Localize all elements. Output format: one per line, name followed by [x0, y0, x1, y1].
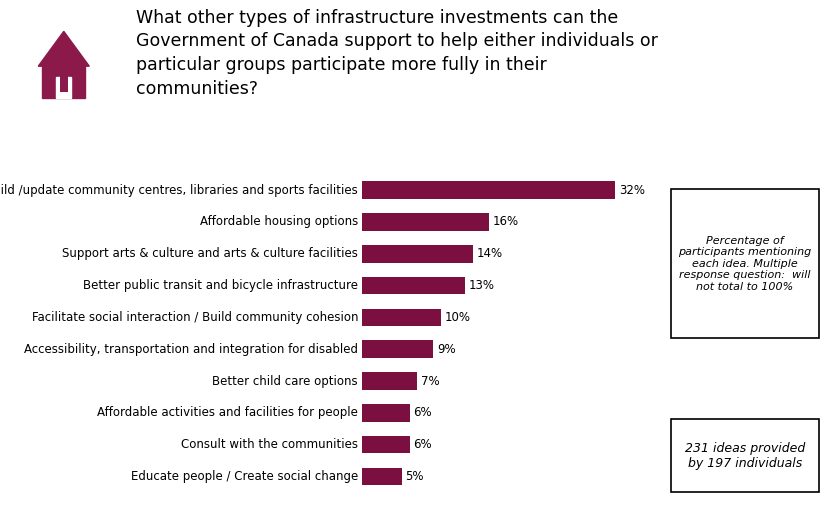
Bar: [76, 77, 82, 96]
Text: Percentage of
participants mentioning
each idea. Multiple
response question:  wi: Percentage of participants mentioning ea…: [678, 236, 811, 292]
Text: 231 ideas provided
by 197 individuals: 231 ideas provided by 197 individuals: [685, 442, 805, 470]
Bar: [42, 65, 86, 97]
Text: SOCIAL: SOCIAL: [27, 139, 100, 157]
Bar: [362, 468, 402, 485]
Text: 16%: 16%: [492, 216, 518, 228]
Bar: [362, 245, 472, 263]
Bar: [362, 181, 615, 199]
Text: 14%: 14%: [477, 247, 503, 260]
Text: Build /update community centres, libraries and sports facilities: Build /update community centres, librari…: [0, 184, 358, 196]
Text: Better child care options: Better child care options: [212, 375, 358, 387]
Text: Affordable housing options: Affordable housing options: [200, 216, 358, 228]
Text: Affordable activities and facilities for people: Affordable activities and facilities for…: [97, 407, 358, 419]
Bar: [362, 372, 417, 390]
Bar: [362, 436, 410, 453]
Bar: [362, 213, 489, 231]
Text: What other types of infrastructure investments can the
Government of Canada supp: What other types of infrastructure inves…: [136, 9, 658, 97]
Text: 7%: 7%: [421, 375, 440, 387]
Bar: [362, 309, 441, 326]
Text: Facilitate social interaction / Build community cohesion: Facilitate social interaction / Build co…: [31, 311, 358, 324]
Bar: [362, 404, 410, 422]
Text: Accessibility, transportation and integration for disabled: Accessibility, transportation and integr…: [24, 343, 358, 356]
Text: Support arts & culture and arts & culture facilities: Support arts & culture and arts & cultur…: [62, 247, 358, 260]
Bar: [362, 340, 433, 358]
Text: Better public transit and bicycle infrastructure: Better public transit and bicycle infras…: [83, 279, 358, 292]
Bar: [56, 77, 72, 97]
Text: 32%: 32%: [619, 184, 645, 196]
Text: 5%: 5%: [406, 470, 424, 483]
Circle shape: [21, 7, 106, 122]
Text: 6%: 6%: [413, 438, 432, 451]
Bar: [362, 277, 465, 294]
Circle shape: [44, 71, 53, 83]
Polygon shape: [38, 31, 89, 66]
Text: Educate people / Create social change: Educate people / Create social change: [131, 470, 358, 483]
Text: 10%: 10%: [445, 311, 471, 324]
FancyBboxPatch shape: [671, 189, 819, 338]
Bar: [45, 80, 52, 97]
Text: 9%: 9%: [437, 343, 456, 356]
Text: 13%: 13%: [469, 279, 495, 292]
Circle shape: [58, 63, 69, 77]
Text: 6%: 6%: [413, 407, 432, 419]
Text: Consult with the communities: Consult with the communities: [181, 438, 358, 451]
Circle shape: [74, 67, 84, 80]
FancyBboxPatch shape: [671, 419, 819, 492]
Bar: [60, 71, 67, 92]
